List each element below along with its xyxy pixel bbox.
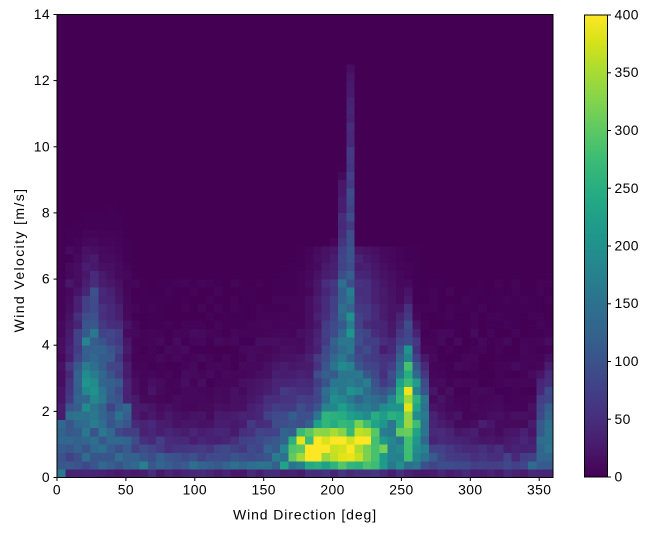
svg-text:50: 50 [615, 411, 631, 427]
svg-text:350: 350 [615, 64, 639, 80]
svg-text:10: 10 [34, 138, 50, 154]
svg-text:350: 350 [527, 482, 551, 498]
svg-text:12: 12 [34, 72, 50, 88]
svg-text:250: 250 [615, 180, 639, 196]
svg-text:250: 250 [389, 482, 413, 498]
svg-text:0: 0 [53, 482, 61, 498]
svg-text:400: 400 [615, 7, 639, 23]
svg-text:50: 50 [118, 482, 134, 498]
svg-text:Wind Direction [deg]: Wind Direction [deg] [233, 507, 377, 523]
svg-text:100: 100 [615, 353, 639, 369]
svg-text:300: 300 [458, 482, 482, 498]
svg-text:4: 4 [42, 337, 50, 353]
svg-text:200: 200 [615, 238, 639, 254]
svg-text:6: 6 [42, 271, 50, 287]
svg-text:200: 200 [320, 482, 344, 498]
svg-text:0: 0 [42, 469, 50, 485]
svg-text:8: 8 [42, 204, 50, 220]
svg-text:Wind Velocity [m/s]: Wind Velocity [m/s] [11, 188, 27, 333]
svg-text:300: 300 [615, 122, 639, 138]
svg-text:150: 150 [615, 295, 639, 311]
svg-text:2: 2 [42, 403, 50, 419]
svg-text:150: 150 [252, 482, 276, 498]
svg-text:14: 14 [34, 6, 50, 22]
svg-text:0: 0 [615, 469, 623, 485]
svg-text:100: 100 [183, 482, 207, 498]
